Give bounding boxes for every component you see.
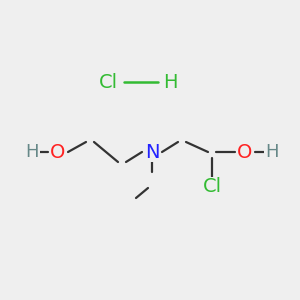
Text: H: H xyxy=(163,73,177,92)
Text: H: H xyxy=(25,143,39,161)
Text: N: N xyxy=(145,142,159,161)
Text: O: O xyxy=(237,142,253,161)
Text: O: O xyxy=(50,142,66,161)
Text: H: H xyxy=(265,143,279,161)
Text: Cl: Cl xyxy=(98,73,118,92)
Text: Cl: Cl xyxy=(202,178,222,196)
